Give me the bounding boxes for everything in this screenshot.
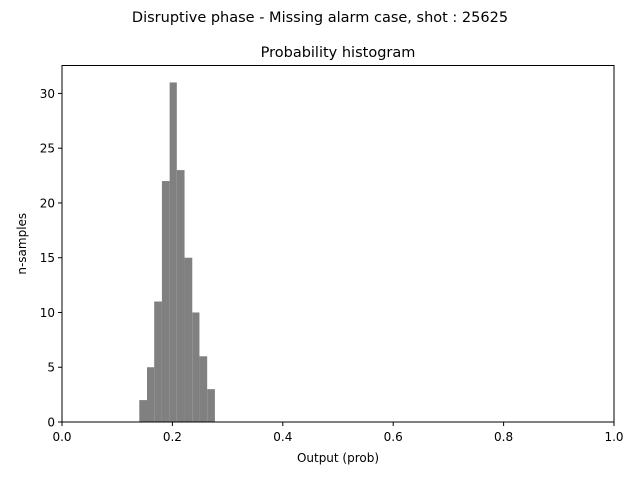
y-tick-label-4: 20 <box>40 196 55 210</box>
histogram-bar-6 <box>184 257 193 422</box>
plot-frame <box>61 65 615 423</box>
x-tick-label-2: 0.4 <box>273 430 292 444</box>
x-tick-label-1: 0.2 <box>163 430 182 444</box>
figure-suptitle: Disruptive phase - Missing alarm case, s… <box>132 10 508 26</box>
y-tick-label-0: 0 <box>47 416 55 430</box>
histogram-bar-0 <box>139 400 148 422</box>
histogram-bar-4 <box>169 82 177 422</box>
histogram-bar-2 <box>154 301 162 422</box>
histogram-bar-1 <box>147 367 155 422</box>
histogram-bar-8 <box>199 356 208 422</box>
histogram-bar-3 <box>161 181 170 422</box>
chart-title: Probability histogram <box>261 45 416 61</box>
y-tick-label-5: 25 <box>40 142 55 156</box>
y-tick-label-1: 5 <box>47 361 55 375</box>
histogram-bar-9 <box>207 389 215 422</box>
bars-group <box>139 82 215 422</box>
x-tick-label-3: 0.6 <box>384 430 403 444</box>
y-axis-ticks: 0 5 10 15 20 25 30 <box>40 87 62 430</box>
y-axis-label: n-samples <box>15 213 29 275</box>
histogram-bar-7 <box>192 312 200 422</box>
x-tick-label-4: 0.8 <box>494 430 513 444</box>
histogram-bar-5 <box>176 170 185 422</box>
x-axis-label: Output (prob) <box>297 451 379 465</box>
y-tick-label-6: 30 <box>40 87 55 101</box>
x-tick-label-0: 0.0 <box>52 430 71 444</box>
x-axis-ticks: 0.0 0.2 0.4 0.6 0.8 1.0 <box>52 422 624 444</box>
y-tick-label-3: 15 <box>40 251 55 265</box>
y-tick-label-2: 10 <box>40 306 55 320</box>
x-tick-label-5: 1.0 <box>604 430 623 444</box>
